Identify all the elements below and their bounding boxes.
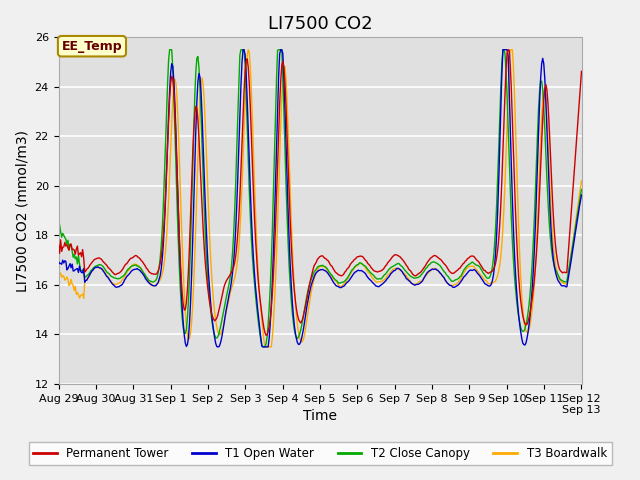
X-axis label: Time: Time	[303, 409, 337, 423]
Title: LI7500 CO2: LI7500 CO2	[268, 15, 372, 33]
Y-axis label: LI7500 CO2 (mmol/m3): LI7500 CO2 (mmol/m3)	[15, 130, 29, 292]
Legend: Permanent Tower, T1 Open Water, T2 Close Canopy, T3 Boardwalk: Permanent Tower, T1 Open Water, T2 Close…	[29, 442, 611, 465]
Text: EE_Temp: EE_Temp	[61, 40, 122, 53]
Text: Sep 13: Sep 13	[563, 405, 601, 415]
